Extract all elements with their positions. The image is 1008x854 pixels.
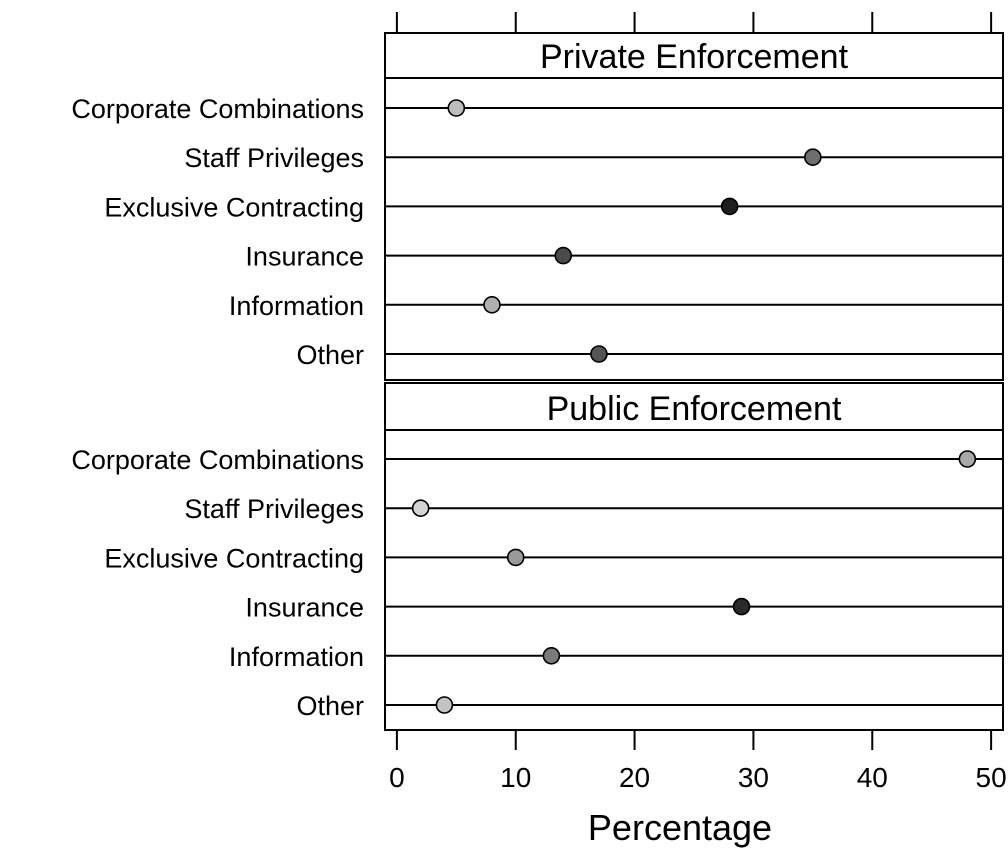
strip-public — [384, 382, 1004, 431]
category-label: Corporate Combinations — [71, 94, 364, 124]
data-point — [720, 197, 739, 216]
data-point — [804, 148, 822, 166]
strip-title-public: Public Enforcement — [547, 390, 842, 428]
data-point — [435, 696, 454, 714]
strip-title-private: Private Enforcement — [540, 38, 849, 76]
category-label: Exclusive Contracting — [104, 543, 364, 573]
x-tick-label: 0 — [389, 762, 405, 793]
category-label: Other — [296, 340, 364, 370]
x-tick-label: 40 — [857, 762, 888, 793]
category-label: Exclusive Contracting — [104, 192, 364, 222]
category-label: Information — [229, 642, 364, 672]
panel-frame-private — [384, 77, 1004, 381]
data-point — [958, 450, 977, 468]
strip-private — [384, 32, 1004, 79]
category-label: Staff Privileges — [184, 143, 364, 173]
data-point — [554, 246, 573, 265]
x-axis-title: Percentage — [588, 807, 772, 848]
category-label: Information — [229, 291, 364, 321]
x-tick-label: 30 — [738, 762, 769, 793]
category-label: Corporate Combinations — [71, 445, 364, 475]
data-point — [447, 99, 466, 117]
data-point — [411, 499, 430, 518]
category-label: Staff Privileges — [184, 494, 364, 524]
data-point — [506, 548, 525, 567]
x-tick-label: 50 — [976, 762, 1007, 793]
x-tick-label: 20 — [619, 762, 650, 793]
x-tick-label: 10 — [500, 762, 531, 793]
category-label: Insurance — [245, 593, 364, 623]
data-point — [542, 646, 561, 665]
category-label: Insurance — [245, 242, 364, 272]
data-point — [483, 295, 501, 314]
panel-frame-public — [384, 429, 1004, 731]
data-point — [590, 345, 608, 363]
category-label: Other — [296, 691, 364, 721]
data-point — [732, 597, 751, 616]
